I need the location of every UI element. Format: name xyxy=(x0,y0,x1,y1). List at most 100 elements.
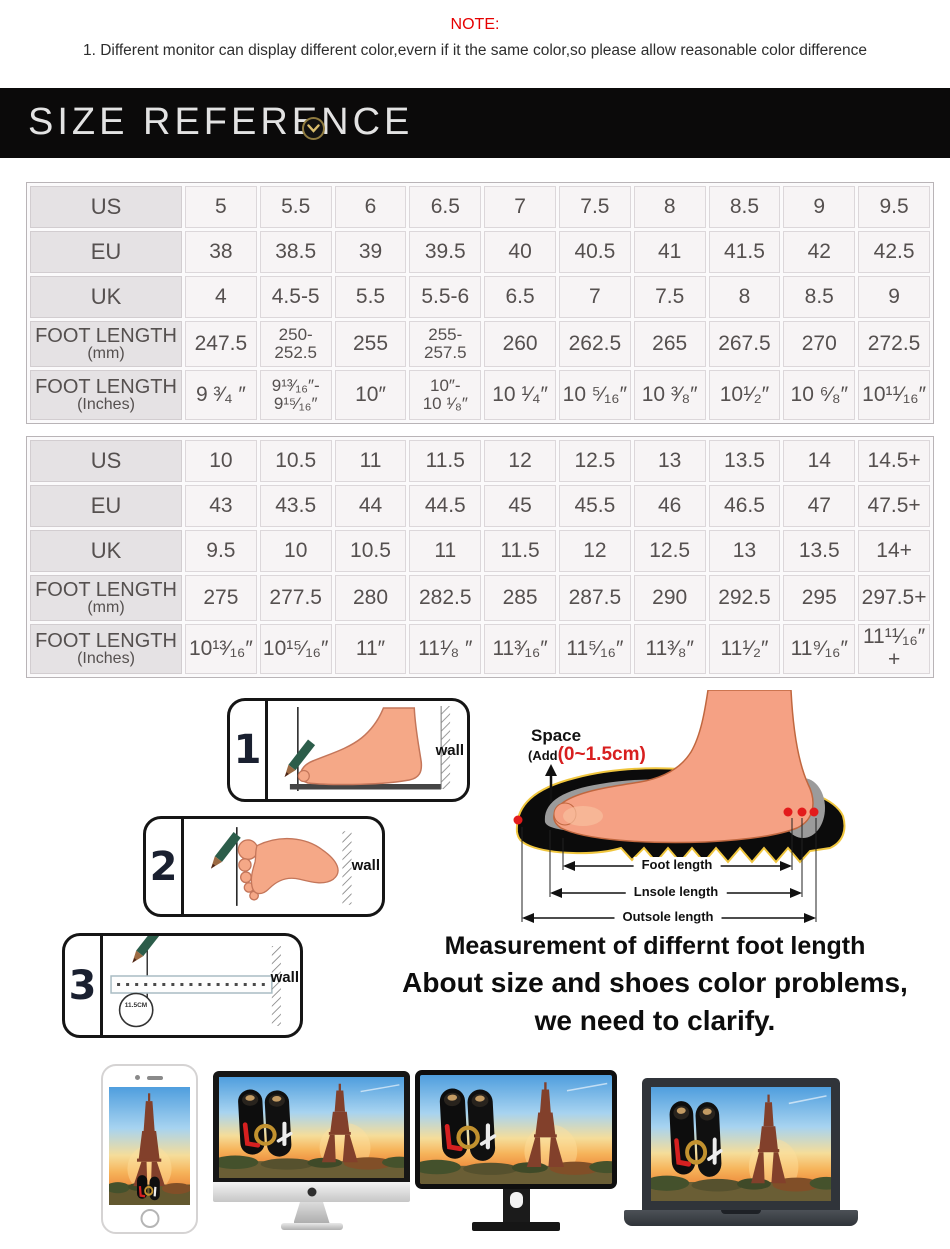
size-row: US 5 5.5 6 6.5 7 7.5 8 8.5 9 9.5 xyxy=(30,186,930,228)
phone-product-image xyxy=(109,1087,190,1205)
size-cell: 46.5 xyxy=(708,485,781,527)
size-cell: 280 xyxy=(334,575,407,621)
size-table-small: US 5 5.5 6 6.5 7 7.5 8 8.5 9 9.5 EU 38 38.5 39 39.5 40 40… xyxy=(26,182,934,424)
note-text: 1. Different monitor can display differe… xyxy=(82,42,868,60)
size-cell: 43 xyxy=(185,485,257,527)
size-cell: 275 xyxy=(185,575,257,621)
size-cell: 6 xyxy=(334,186,407,228)
size-cell: 45.5 xyxy=(558,485,631,527)
apple-logo-icon xyxy=(307,1187,316,1197)
size-cell: 38.5 xyxy=(259,231,332,273)
size-cell: 45 xyxy=(484,485,556,527)
size-cell: 11⁹⁄₁₆″ xyxy=(783,624,856,674)
size-cell: 10¹⁄₂″ xyxy=(708,370,781,420)
add-label: (Add xyxy=(528,748,558,763)
size-row: UK 9.5 10 10.5 11 11.5 12 12.5 13 13.5 14+ xyxy=(30,530,930,572)
step-number: 3 xyxy=(65,936,103,1035)
size-row: EU 43 43.5 44 44.5 45 45.5 46 46.5 47 47.5+ xyxy=(30,485,930,527)
size-cell: 285 xyxy=(484,575,556,621)
row-label: FOOT LENGTH (mm) xyxy=(30,321,182,367)
space-range-label: (0~1.5cm) xyxy=(557,744,646,765)
laptop-mockup xyxy=(624,1078,858,1226)
size-cell: 39.5 xyxy=(409,231,482,273)
monitor-stand-hole xyxy=(509,1192,523,1208)
phone-home-button-icon xyxy=(140,1209,159,1228)
size-cell: 290 xyxy=(633,575,706,621)
row-label: EU xyxy=(30,485,182,527)
size-cell: 4 xyxy=(185,276,257,318)
size-reference-banner: SIZE REFERENCE xyxy=(0,88,950,158)
size-cell: 13.5 xyxy=(708,440,781,482)
space-label: Space xyxy=(531,726,582,745)
size-cell: 292.5 xyxy=(708,575,781,621)
size-cell: 44 xyxy=(334,485,407,527)
wall-label: wall xyxy=(270,969,299,986)
chevron-down-icon xyxy=(302,117,325,140)
ruler-length-label: 11.5CM xyxy=(124,1002,148,1009)
size-cell: 277.5 xyxy=(259,575,332,621)
foot-length-label: Foot length xyxy=(633,857,721,872)
size-cell: 262.5 xyxy=(558,321,631,367)
size-cell: 10 xyxy=(185,440,257,482)
size-cell: 13 xyxy=(633,440,706,482)
size-cell: 12.5 xyxy=(558,440,631,482)
caption-block: Measurement of differnt foot length Abou… xyxy=(375,932,935,1037)
foot-length-diagram: Space (Add(0~1.5cm) Foot length Lnsole l… xyxy=(505,690,950,935)
size-cell: 11¹⁄₈ ″ xyxy=(409,624,482,674)
laptop-keyboard-base xyxy=(624,1210,858,1226)
size-table-large: US 10 10.5 11 11.5 12 12.5 13 13.5 14 14.5+ EU 43 43.… xyxy=(26,436,934,678)
size-cell: 260 xyxy=(484,321,556,367)
monitor-stand-base xyxy=(472,1222,560,1231)
size-cell: 247.5 xyxy=(185,321,257,367)
size-cell: 11.5 xyxy=(484,530,556,572)
imac-product-image xyxy=(213,1071,410,1182)
size-row: UK 4 4.5-5 5.5 5.5-6 6.5 7 7.5 8 8.5 9 xyxy=(30,276,930,318)
row-label: FOOT LENGTH (Inches) xyxy=(30,370,182,420)
size-row: FOOT LENGTH (mm) 275 277.5 280 282.5 285 287.5 2… xyxy=(30,575,930,621)
size-cell: 7.5 xyxy=(558,186,631,228)
size-cell: 11³⁄₁₆″ xyxy=(484,624,556,674)
row-label: EU xyxy=(30,231,182,273)
size-cell: 255 xyxy=(334,321,407,367)
size-cell: 5 xyxy=(185,186,257,228)
size-cell: 12 xyxy=(484,440,556,482)
size-cell: 8.5 xyxy=(783,276,856,318)
size-cell: 10 xyxy=(259,530,332,572)
size-cell: 9¹³⁄₁₆″- 9¹⁵⁄₁₆″ xyxy=(259,370,332,420)
size-cell: 6.5 xyxy=(484,276,556,318)
size-cell: 11⁵⁄₁₆″ xyxy=(558,624,631,674)
size-cell: 265 xyxy=(633,321,706,367)
size-row: FOOT LENGTH (Inches) 9 ³⁄₄ ″ 9¹³⁄₁₆″- 9¹⁵⁄₁… xyxy=(30,370,930,420)
size-cell: 41 xyxy=(633,231,706,273)
size-cell: 10″- 10 ¹⁄₈″ xyxy=(409,370,482,420)
imac-stand-neck xyxy=(293,1202,330,1223)
row-label: UK xyxy=(30,276,182,318)
step-1-illustration: wall xyxy=(268,701,467,799)
size-cell: 47 xyxy=(783,485,856,527)
size-cell: 250- 252.5 xyxy=(259,321,332,367)
size-cell: 11¹⁄₂″ xyxy=(708,624,781,674)
measure-step-3: 3 11.5CM wall xyxy=(62,933,303,1038)
smartphone-mockup xyxy=(101,1064,198,1234)
size-cell: 47.5+ xyxy=(858,485,930,527)
note-title: NOTE: xyxy=(450,16,500,33)
size-cell: 9 xyxy=(783,186,856,228)
size-cell: 6.5 xyxy=(409,186,482,228)
note-section: NOTE: 1. Different monitor can display d… xyxy=(0,14,950,60)
size-cell: 11³⁄₈″ xyxy=(633,624,706,674)
desktop-monitor-mockup xyxy=(415,1070,617,1231)
size-cell: 10¹¹⁄₁₆″ xyxy=(858,370,930,420)
insole-length-label: Lnsole length xyxy=(625,884,727,899)
size-cell: 39 xyxy=(334,231,407,273)
size-cell: 12 xyxy=(558,530,631,572)
size-cell: 7 xyxy=(558,276,631,318)
foot-side-view-illustration xyxy=(284,706,451,791)
size-cell: 10″ xyxy=(334,370,407,420)
size-cell: 42 xyxy=(783,231,856,273)
measure-step-1: 1 wall xyxy=(227,698,470,802)
step-2-illustration: wall xyxy=(184,819,382,914)
size-cell: 12.5 xyxy=(633,530,706,572)
imac-chin xyxy=(213,1182,410,1202)
foot-sole-view-illustration xyxy=(210,827,352,906)
